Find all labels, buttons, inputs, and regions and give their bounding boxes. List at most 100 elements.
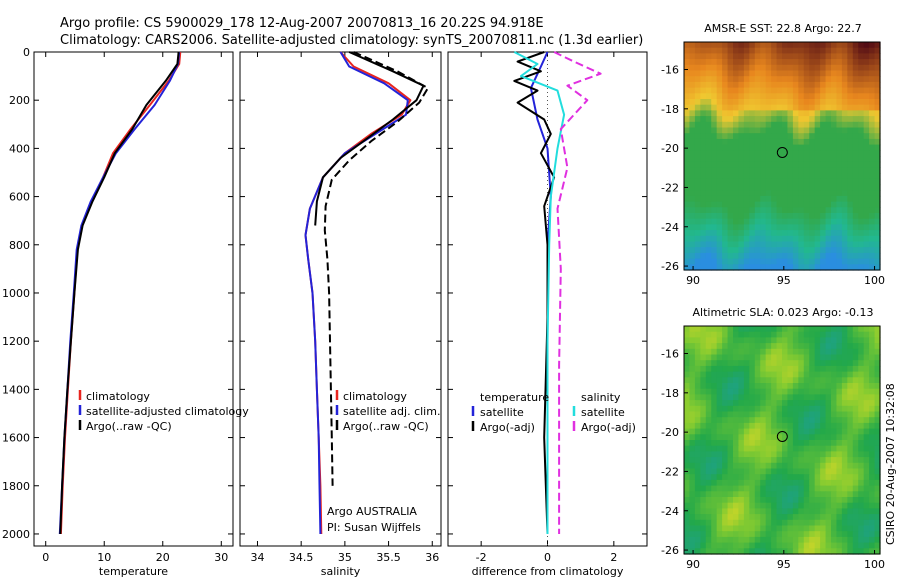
sla_map-cell (727, 337, 734, 344)
sla_map-cell (787, 394, 794, 401)
sst_map-cell (749, 64, 756, 72)
sla_map-cell (869, 542, 876, 549)
sst_map-cell (705, 70, 712, 77)
sla_map-cell (863, 457, 870, 464)
sst_map-cell (798, 70, 805, 77)
sla_map-cell (847, 365, 854, 373)
sla_map-cell (809, 485, 816, 492)
sla_map-cell (760, 485, 767, 492)
sla_map-cell (809, 434, 816, 441)
sla_map-cell (782, 331, 789, 338)
sla_map-cell (809, 468, 816, 475)
salinity-xtick-label: 34 (250, 551, 264, 564)
sla_map-cell (820, 497, 827, 504)
sla_map-cell (831, 326, 838, 333)
sst_map-cell (727, 104, 734, 111)
sst_map-cell (820, 127, 827, 134)
sla_map-cell (863, 337, 870, 344)
sst_map-cell (787, 47, 794, 54)
sla_map-cell (760, 502, 767, 509)
sst_map-cell (711, 116, 718, 123)
sla_map-cell (847, 462, 854, 470)
sla_map-cell (841, 365, 848, 373)
sst_map-cell (858, 42, 865, 49)
sla_map-cell (738, 497, 745, 504)
sla_map-cell (711, 502, 718, 509)
sst_map-cell (754, 224, 761, 231)
sla_map-cell (863, 542, 870, 549)
sst_map-cell (705, 76, 712, 83)
sst_map-cell (776, 184, 783, 191)
sst_map-cell (836, 76, 843, 83)
sst_map-cell (869, 201, 876, 208)
sst_map-cell (787, 184, 794, 191)
sst_map-cell (798, 104, 805, 111)
sla_map-cell (765, 354, 772, 361)
sla_map-cell (684, 445, 691, 452)
sla_map-cell (711, 428, 718, 435)
sla_map-cell (847, 508, 854, 515)
sst_map-cell (858, 76, 865, 83)
sst_map-cell (733, 247, 740, 254)
sst_map-cell (760, 53, 767, 60)
sst_map-cell (705, 87, 712, 94)
difference-series-line-2 (513, 51, 566, 534)
sst_map-cell (814, 116, 821, 123)
sla_map-cell (760, 365, 767, 373)
sst_map-cell (852, 59, 859, 66)
sst_map-cell (689, 93, 696, 100)
sla_map-cell (776, 388, 783, 395)
sst_map-cell (776, 264, 783, 271)
sla_map-cell (684, 377, 691, 384)
sst_map-cell (809, 207, 816, 214)
sla_map-cell (831, 536, 838, 544)
sst_map-cell (841, 47, 848, 54)
sla_map-cell (754, 405, 761, 413)
sla_map-cell (836, 383, 843, 390)
difference-legend-header-salinity: salinity (581, 391, 621, 404)
sst_map-cell (836, 59, 843, 66)
sst_map-cell (727, 213, 734, 220)
sla_map-cell (874, 457, 881, 464)
sla_map-cell (743, 400, 750, 407)
sla_map-cell (836, 451, 843, 458)
sla_map-cell (852, 497, 859, 504)
sla_map-cell (738, 348, 745, 356)
temperature-series-line-2 (59, 51, 180, 535)
sst_map-cell (733, 104, 740, 111)
sla_map-cell (841, 462, 848, 470)
sst_map-cell (738, 207, 745, 214)
sla_map-cell (858, 462, 865, 470)
sst_map-cell (787, 258, 794, 265)
sst_map-cell (754, 167, 761, 174)
sla_map-cell (863, 485, 870, 492)
sla_map-cell (694, 388, 701, 395)
sla_map-cell (809, 377, 816, 384)
sla_map-cell (814, 434, 821, 441)
sst_map-cell (869, 59, 876, 66)
sla_map-cell (852, 531, 859, 538)
sst_map-cell (841, 99, 848, 106)
sla_map-cell (700, 400, 707, 407)
sst_map-cell (749, 252, 756, 260)
sst_map-cell (694, 42, 701, 49)
sst_map-cell (689, 230, 696, 237)
sst_map-cell (776, 207, 783, 214)
sst_map-cell (782, 173, 789, 180)
sla_map-cell (684, 542, 691, 549)
sla_map-cell (874, 428, 881, 435)
sst_map-cell (809, 161, 816, 168)
sla_map-cell (825, 388, 832, 395)
sla_map-cell (831, 542, 838, 549)
sla_map-cell (716, 337, 723, 344)
sla_map-cell (858, 383, 865, 390)
sla_map-cell (863, 440, 870, 447)
sla_map-cell (820, 348, 827, 356)
salinity-series-line-1 (304, 51, 409, 535)
sla_map-cell (863, 377, 870, 384)
sla_map-cell (847, 377, 854, 384)
sla_map-cell (727, 388, 734, 395)
sla_map-cell (858, 434, 865, 441)
sla_map-cell (765, 457, 772, 464)
sst_map-cell (689, 224, 696, 231)
